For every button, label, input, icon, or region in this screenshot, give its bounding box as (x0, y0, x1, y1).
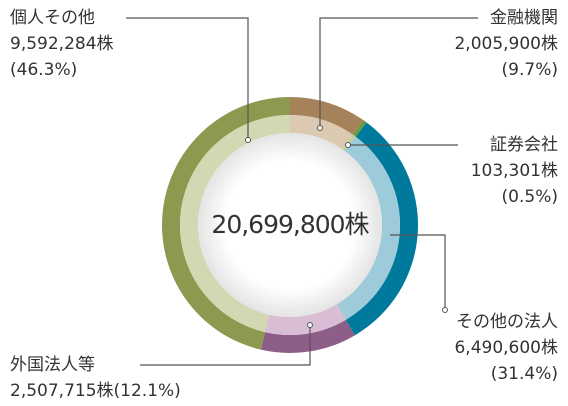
leader-line (140, 325, 311, 366)
category-label: 個人その他 (10, 8, 95, 28)
leader-line (390, 234, 446, 310)
total-label: 20,699,800株 (211, 210, 369, 239)
percent-label: (9.7%) (502, 60, 558, 80)
percent-label: (12.1%) (114, 381, 181, 401)
slice-outer (345, 122, 418, 336)
leader-dot (442, 307, 448, 313)
leader-line (319, 17, 478, 128)
category-label: 証券会社 (490, 135, 558, 155)
category-label: 外国法人等 (10, 355, 95, 375)
value-label: 9,592,284株 (10, 34, 114, 54)
category-label: その他の法人 (456, 312, 558, 332)
value-label: 6,490,600株 (454, 338, 558, 358)
slice-inner (180, 115, 290, 333)
slice-inner (264, 304, 346, 335)
leader-dot (345, 142, 351, 148)
percent-label: (0.5%) (502, 187, 558, 207)
percent-label: (46.3%) (10, 60, 77, 80)
slice-outer (290, 97, 364, 135)
leader-line (126, 17, 249, 140)
slice-outer (260, 319, 355, 354)
leader-dot (245, 137, 251, 143)
donut (161, 97, 418, 354)
value-label: 103,301株 (471, 161, 558, 181)
donut-hole (198, 133, 382, 317)
leader-dot (307, 322, 313, 328)
labels: 金融機関 2,005,900株 (9.7%) 証券会社 103,301株 (0.5%) その… (10, 8, 558, 401)
value-label: 2,005,900株 (454, 34, 558, 54)
slice-outer (161, 97, 290, 350)
value-label-line: 2,507,715株(12.1%) (10, 381, 181, 401)
slice-inner (336, 136, 400, 320)
leader-dot (317, 125, 323, 131)
category-label: 金融機関 (490, 8, 558, 28)
slice-inner (290, 115, 353, 150)
slice-outer (352, 120, 367, 137)
value-label: 2,507,715株 (10, 381, 114, 401)
percent-label: (31.4%) (491, 364, 558, 384)
